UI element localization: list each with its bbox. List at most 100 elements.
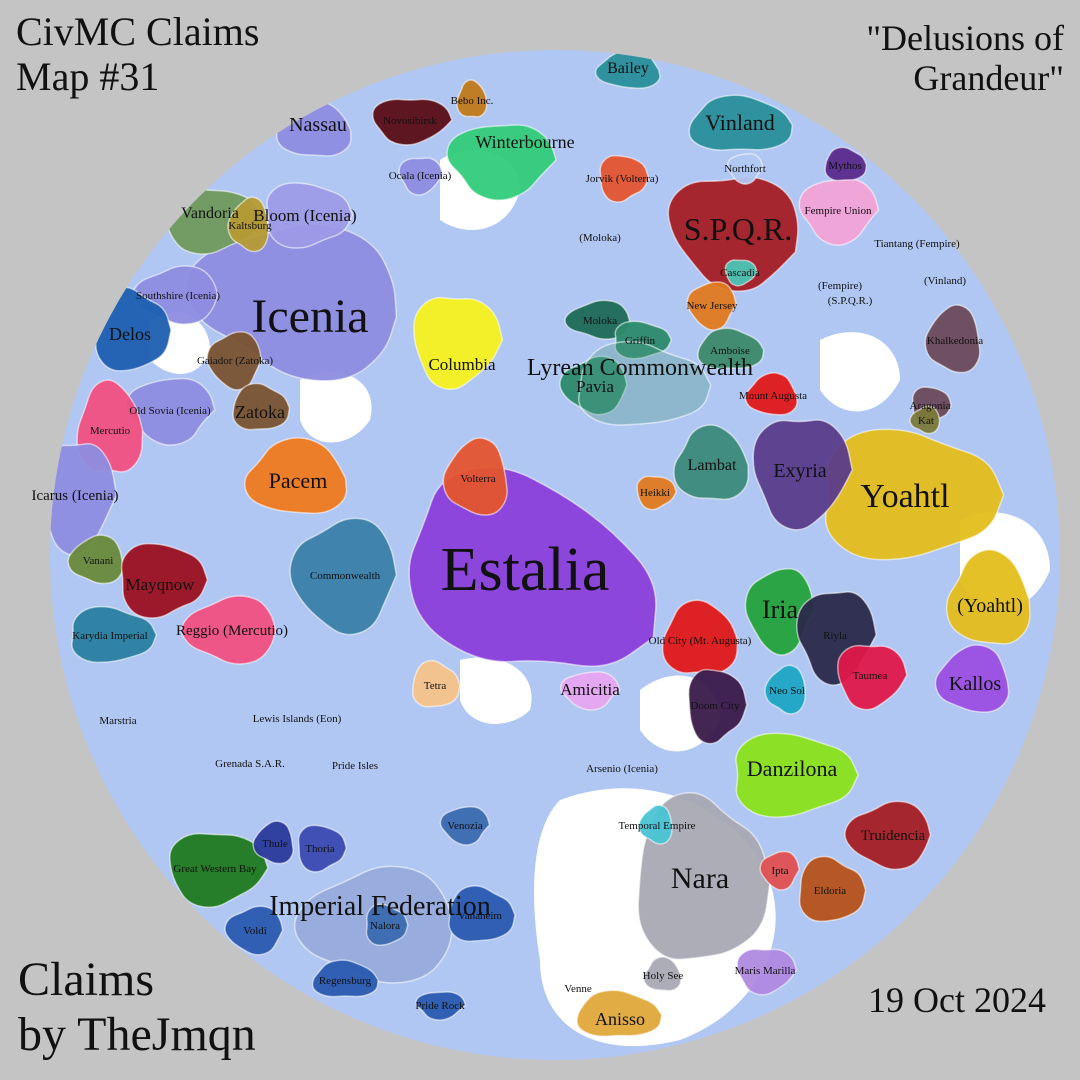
claim-mayqnow[interactable] — [120, 542, 209, 619]
claim-truidencia[interactable] — [844, 800, 932, 871]
claim-gaiador-zatoka[interactable] — [206, 331, 263, 391]
credit-line-2: by TheJmqn — [18, 1007, 256, 1061]
label-vandoria: Vandoria — [181, 205, 239, 222]
claim-taumea[interactable] — [837, 644, 908, 711]
label-northfort: Northfort — [724, 163, 766, 175]
claim-volterra[interactable] — [442, 437, 508, 516]
label-amboise: Amboise — [710, 345, 750, 357]
claim-temporal-empire[interactable] — [638, 804, 673, 845]
label-bebo-inc: Bebo Inc. — [451, 95, 494, 107]
label-southshire-icenia: Southshire (Icenia) — [136, 290, 220, 302]
claim-kaltsburg[interactable] — [227, 196, 269, 253]
label-imperial-federation: Imperial Federation — [269, 891, 491, 922]
label-old-sovia-icenia: Old Sovia (Icenia) — [129, 405, 211, 417]
label-gaiador-zatoka: Gaiador (Zatoka) — [197, 355, 273, 367]
label-yoahtl: Yoahtl — [860, 478, 949, 515]
label-venozia: Venozia — [447, 820, 483, 832]
label-arsenio-icenia: Arsenio (Icenia) — [586, 763, 658, 775]
claim-pavia[interactable] — [559, 355, 628, 416]
claim-columbia[interactable] — [413, 296, 504, 391]
claim-ocala-icenia[interactable] — [398, 157, 444, 196]
claim-pacem[interactable] — [243, 437, 348, 515]
claim-amboise[interactable] — [697, 327, 765, 370]
claim-pride-rock[interactable] — [415, 991, 467, 1021]
label-mythos: Mythos — [828, 160, 862, 172]
label-ipta: Ipta — [771, 865, 788, 877]
claim-winterbourne[interactable] — [446, 124, 557, 201]
claim-thule[interactable] — [252, 820, 294, 865]
label-bailey: Bailey — [607, 60, 649, 77]
label-mercutio: Mercutio — [90, 425, 131, 437]
claim-eldoria[interactable] — [798, 855, 867, 923]
label-mayqnow: Mayqnow — [126, 575, 196, 594]
claim-novosibirsk[interactable] — [372, 98, 453, 146]
claim-heikki[interactable] — [636, 475, 678, 511]
label-lambat: Lambat — [688, 457, 737, 474]
labels-layer: Estalia Icenia Yoahtl S.P.Q.R. Nara Iria Vinla… — [31, 60, 1022, 1029]
claim-estalia[interactable] — [378, 443, 693, 724]
label-estalia: Estalia — [441, 536, 610, 604]
label-neo-sol: Neo Sol — [769, 685, 805, 697]
label-novosibirsk: Novosibirsk — [383, 115, 437, 127]
claim-new-jersey[interactable] — [686, 281, 737, 331]
claim-great-western-bay[interactable] — [169, 832, 269, 908]
claim-venozia[interactable] — [439, 806, 491, 846]
claim-northfort[interactable] — [726, 152, 764, 185]
claim-mythos[interactable] — [824, 146, 868, 182]
label-kaltsburg: Kaltsburg — [228, 220, 272, 232]
claim-commonwealth[interactable] — [289, 517, 398, 636]
label-aragonia: Aragonia — [910, 400, 951, 412]
claim-lyrean-commonwealth[interactable] — [578, 340, 712, 426]
claim-kallos[interactable] — [934, 644, 1010, 713]
label-fempire: (Fempire) — [818, 280, 862, 292]
label-heikki: Heikki — [640, 487, 670, 499]
claim-karydia-imperial[interactable] — [71, 605, 158, 664]
claim-nalora[interactable] — [365, 903, 409, 946]
claim-zatoka[interactable] — [232, 382, 291, 431]
claim-lambat[interactable] — [673, 424, 749, 501]
claim-anisso[interactable] — [576, 989, 663, 1038]
claim-holy-see[interactable] — [643, 956, 682, 992]
claim-s-p-q-r[interactable] — [649, 152, 815, 307]
claim-bebo-inc[interactable] — [456, 79, 488, 118]
claim-jorvik-volterra[interactable] — [599, 154, 650, 203]
claim-reggio-mercutio[interactable] — [181, 595, 277, 665]
claim-doom-city[interactable] — [687, 668, 748, 745]
claim-regensburg[interactable] — [311, 959, 379, 998]
title-line-2: Map #31 — [16, 53, 160, 99]
claim-vanaheim[interactable] — [448, 885, 516, 943]
label-icarus-icenia: Icarus (Icenia) — [31, 488, 118, 504]
label-lyrean-commonwealth: Lyrean Commonwealth — [527, 355, 753, 381]
claim-bloom-icenia[interactable] — [266, 182, 354, 249]
claim-old-city-mt-augusta[interactable] — [661, 599, 739, 674]
map-date: 19 Oct 2024 — [868, 979, 1046, 1020]
claim-vanani[interactable] — [67, 534, 124, 585]
claim-khalkedonia[interactable] — [924, 304, 981, 374]
claim-amicitia[interactable] — [559, 671, 621, 711]
label-nara: Nara — [671, 862, 729, 895]
label-riyla: Riyla — [823, 630, 847, 642]
claim-thoria[interactable] — [297, 824, 348, 873]
claim-vinland[interactable] — [688, 94, 794, 151]
claim-exyria[interactable] — [752, 419, 854, 531]
map-subtitle: "Delusions of Grandeur" — [866, 18, 1064, 99]
label-bloom-icenia: Bloom (Icenia) — [253, 206, 356, 225]
label-yoahtl: (Yoahtl) — [957, 595, 1023, 617]
label-voldi: Voldi — [243, 925, 267, 937]
claim-maris-marilla[interactable] — [736, 948, 798, 996]
label-thoria: Thoria — [305, 843, 334, 855]
claim-cascadia[interactable] — [724, 259, 758, 287]
label-commonwealth: Commonwealth — [310, 570, 381, 582]
label-pride-isles: Pride Isles — [332, 760, 378, 772]
claim-yoahtl[interactable] — [945, 549, 1031, 645]
claim-ipta[interactable] — [759, 850, 800, 891]
claim-kat[interactable] — [909, 405, 941, 435]
claim-tetra[interactable] — [411, 659, 461, 708]
claim-neo-sol[interactable] — [764, 664, 806, 715]
label-pride-rock: Pride Rock — [415, 1000, 465, 1012]
claim-voldi[interactable] — [224, 905, 284, 956]
claim-danzilona[interactable] — [735, 732, 859, 818]
claim-mount-augusta[interactable] — [744, 372, 798, 416]
label-maris-marilla: Maris Marilla — [735, 965, 796, 977]
